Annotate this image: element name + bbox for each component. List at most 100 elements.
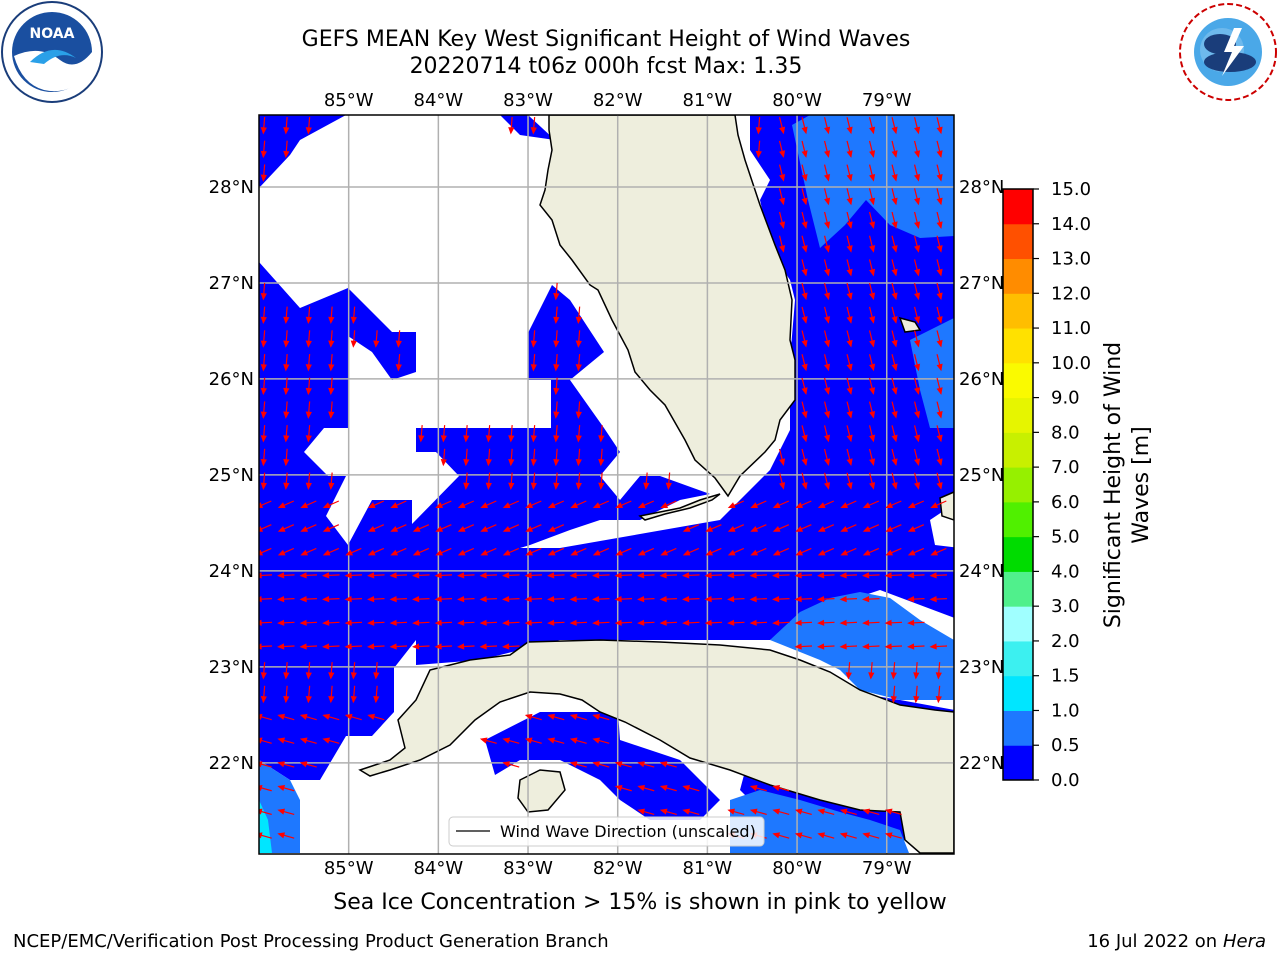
lat-tick-label-left: 25°N [209,465,254,486]
wave-arrow-head [524,596,532,603]
wave-arrow-head [277,572,285,579]
lat-tick-label-right: 24°N [959,561,1004,582]
wave-arrow [259,645,273,648]
wave-arrow-head [502,761,511,768]
lon-tick-label-top: 80°W [772,90,822,111]
wave-arrow-head [322,737,331,744]
wave-arrow-head [869,150,876,158]
wave-arrow-head [914,268,921,277]
wave-arrow-head [907,526,916,532]
wave-arrow-head [277,761,286,768]
wave-arrow-head [772,526,781,532]
wave-arrow-head [869,339,876,348]
wave-arrow-head [479,737,488,744]
wave-arrow-head [914,292,921,301]
colorbar-tick-label: 3.0 [1051,596,1080,617]
wave-arrow-head [914,339,921,348]
lon-tick-label-bottom: 79°W [862,858,912,879]
map-graticule [259,115,954,854]
wave-arrow-head [553,387,560,396]
wave-arrow-head [553,316,560,325]
wave-arrow-head [801,458,808,467]
wave-arrow-head [260,435,267,443]
colorbar-tick-label: 2.0 [1051,631,1080,652]
wave-arrow-head [869,173,876,182]
wave-arrow-head [682,526,691,532]
wave-arrow-head [367,526,376,532]
wave-arrow-head [463,435,470,443]
wave-arrow-head [801,482,808,490]
wave-arrow-head [846,221,853,230]
wave-arrow-head [277,713,286,720]
florida-landmass [539,115,796,498]
wave-arrow-head [389,619,397,626]
wave-arrow-head [749,619,757,626]
colorbar-tick-label: 10.0 [1051,353,1091,374]
wave-arrow-head [772,596,780,603]
wave-arrow-head [846,410,853,419]
wave-arrow-head [395,340,402,348]
wave-arrow-head [637,572,645,579]
wave-arrow-head [480,502,489,509]
wave-arrow-head [508,127,515,135]
wave-arrow-head [929,572,937,579]
wave-arrow-head [412,619,420,626]
wave-arrow-head [891,197,898,206]
wave-arrow-head [750,502,759,509]
wave-arrow-head [749,596,757,603]
lon-tick-label-top: 84°W [414,90,464,111]
wave-arrow-head [891,245,898,253]
wave-arrow-head [801,221,808,230]
wave-arrow-head [845,672,852,680]
colorbar-segment [1003,606,1033,642]
wave-arrow-head [779,482,786,490]
wave-arrow-head [884,808,893,815]
lat-tick-label-right: 22°N [959,753,1004,774]
wave-arrow-head [305,695,312,704]
wave-arrow-head [569,619,577,626]
wave-arrow-head [659,808,668,815]
wave-arrow-head [322,572,330,579]
colorbar-segment [1003,571,1033,607]
wave-arrow-head [704,619,712,626]
wave-arrow-head [772,619,780,626]
wave-arrow-head [530,364,537,372]
wave-arrow-head [817,526,826,532]
wave-arrow-head [749,808,758,815]
wave-arrow-head [779,197,786,206]
wave-height-level-1 [259,115,954,853]
wave-arrow-head [637,596,645,603]
wave-arrow-head [260,364,267,372]
wave-arrow-head [299,713,308,720]
wave-arrow-head [824,316,831,324]
wave-arrow-head [299,619,307,626]
wave-arrow-head [779,245,786,253]
lon-tick-label-top: 81°W [683,90,733,111]
lon-tick-label-bottom: 82°W [593,858,643,879]
wave-arrow-head [434,619,442,626]
wave-arrow-head [660,502,669,509]
lon-tick-label-top: 82°W [593,90,643,111]
colorbar-segment [1003,536,1033,572]
wave-arrow-head [389,572,397,579]
wave-arrow-head [277,526,286,532]
wave-arrow-head [283,435,290,443]
wave-arrow-head [817,502,826,509]
wave-arrow-head [884,832,893,839]
wave-arrow-head [817,619,825,626]
wave-arrow-head [260,672,267,680]
wave-arrow-head [846,387,853,395]
map-frame [258,114,955,855]
wave-arrow-head [839,572,847,579]
wave-arrow-head [463,458,470,467]
wave-arrow-head [801,126,808,135]
wave-arrow-head [846,316,853,324]
wave-arrow-head [299,643,307,650]
wave-arrow-head [817,596,825,603]
wave-arrow-head [592,713,601,720]
wave-arrow-head [891,173,898,182]
wave-arrow-head [367,549,376,556]
wave-arrow-head [794,572,802,579]
wave-arrow-head [862,502,871,509]
lon-tick-label-bottom: 83°W [503,858,553,879]
